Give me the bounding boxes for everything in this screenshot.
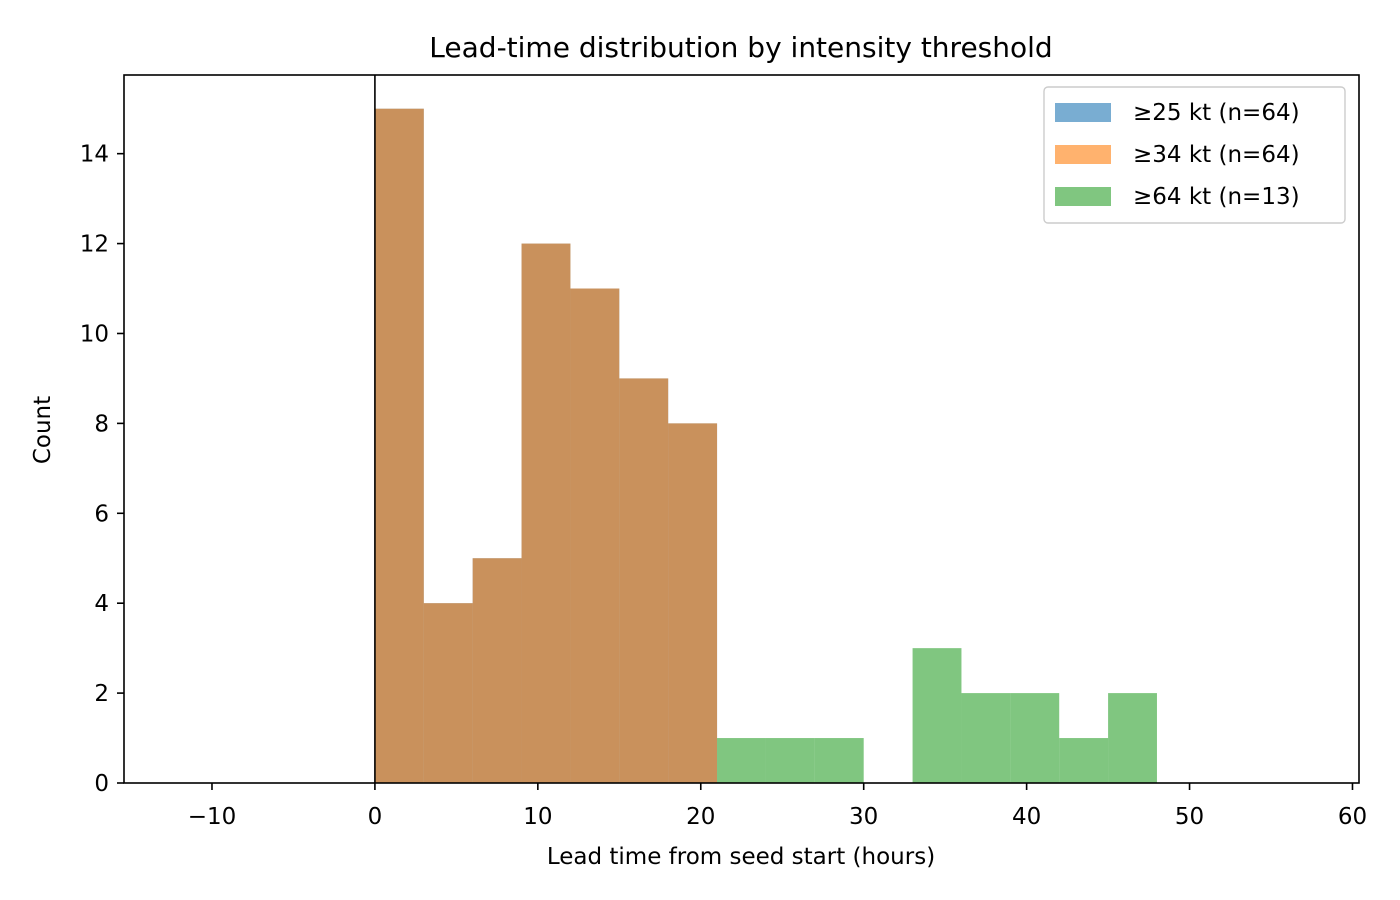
- bar-series-3-bin-15: [1059, 738, 1109, 783]
- y-tick-label: 2: [94, 681, 109, 707]
- y-tick-label: 14: [80, 142, 109, 168]
- legend-swatch-2: [1055, 145, 1111, 164]
- y-tick-label: 4: [94, 591, 109, 617]
- y-axis: 0 2 4 6 8 10 12 14: [80, 142, 124, 797]
- bar-series-3-bin-13: [961, 693, 1011, 783]
- y-tick-label: 10: [80, 321, 109, 347]
- y-tick-label: 6: [94, 501, 109, 527]
- bar-series-3-bin-16: [1108, 693, 1157, 783]
- legend: ≥25 kt (n=64) ≥34 kt (n=64) ≥64 kt (n=13): [1043, 86, 1346, 224]
- x-tick-label: 60: [1338, 804, 1367, 830]
- bar-series-3-bin-9: [765, 738, 815, 783]
- x-tick-label: 20: [686, 804, 715, 830]
- legend-swatch-3: [1055, 187, 1111, 206]
- chart-title: Lead-time distribution by intensity thre…: [429, 31, 1052, 64]
- bar-series-2-bin-5: [570, 288, 620, 783]
- y-axis-title: Count: [30, 396, 56, 464]
- y-tick-label: 0: [94, 771, 109, 797]
- legend-label-3: ≥64 kt (n=13): [1133, 184, 1300, 210]
- bar-series-3-bin-8: [717, 738, 766, 783]
- bars-layer: [374, 108, 1157, 784]
- bar-series-2-bin-2: [423, 603, 473, 783]
- bar-series-2-bin-6: [619, 378, 669, 783]
- plot-frame: [123, 74, 1360, 784]
- legend-label-1: ≥25 kt (n=64): [1133, 100, 1300, 126]
- legend-label-2: ≥34 kt (n=64): [1133, 142, 1300, 168]
- bar-series-2-bin-4: [521, 243, 571, 784]
- bar-series-3-bin-10: [814, 738, 864, 783]
- bar-series-3-bin-12: [912, 648, 962, 783]
- legend-box: [1043, 86, 1346, 224]
- x-tick-label: 50: [1175, 804, 1204, 830]
- bar-series-2-bin-7: [668, 423, 718, 783]
- x-tick-label: 0: [368, 804, 383, 830]
- legend-swatch-1: [1055, 103, 1111, 122]
- x-axis: −10 0 10 20 30 40 50 60: [188, 783, 1367, 830]
- x-axis-title: Lead time from seed start (hours): [547, 844, 935, 870]
- y-tick-label: 8: [94, 411, 109, 437]
- bar-series-3-bin-14: [1010, 693, 1060, 783]
- x-tick-label: −10: [188, 804, 237, 830]
- x-tick-label: 10: [523, 804, 552, 830]
- bar-series-2-bin-3: [472, 558, 522, 783]
- y-tick-label: 12: [80, 232, 109, 258]
- x-tick-label: 30: [849, 804, 878, 830]
- x-tick-label: 40: [1012, 804, 1041, 830]
- bar-series-2-bin-1: [374, 108, 424, 783]
